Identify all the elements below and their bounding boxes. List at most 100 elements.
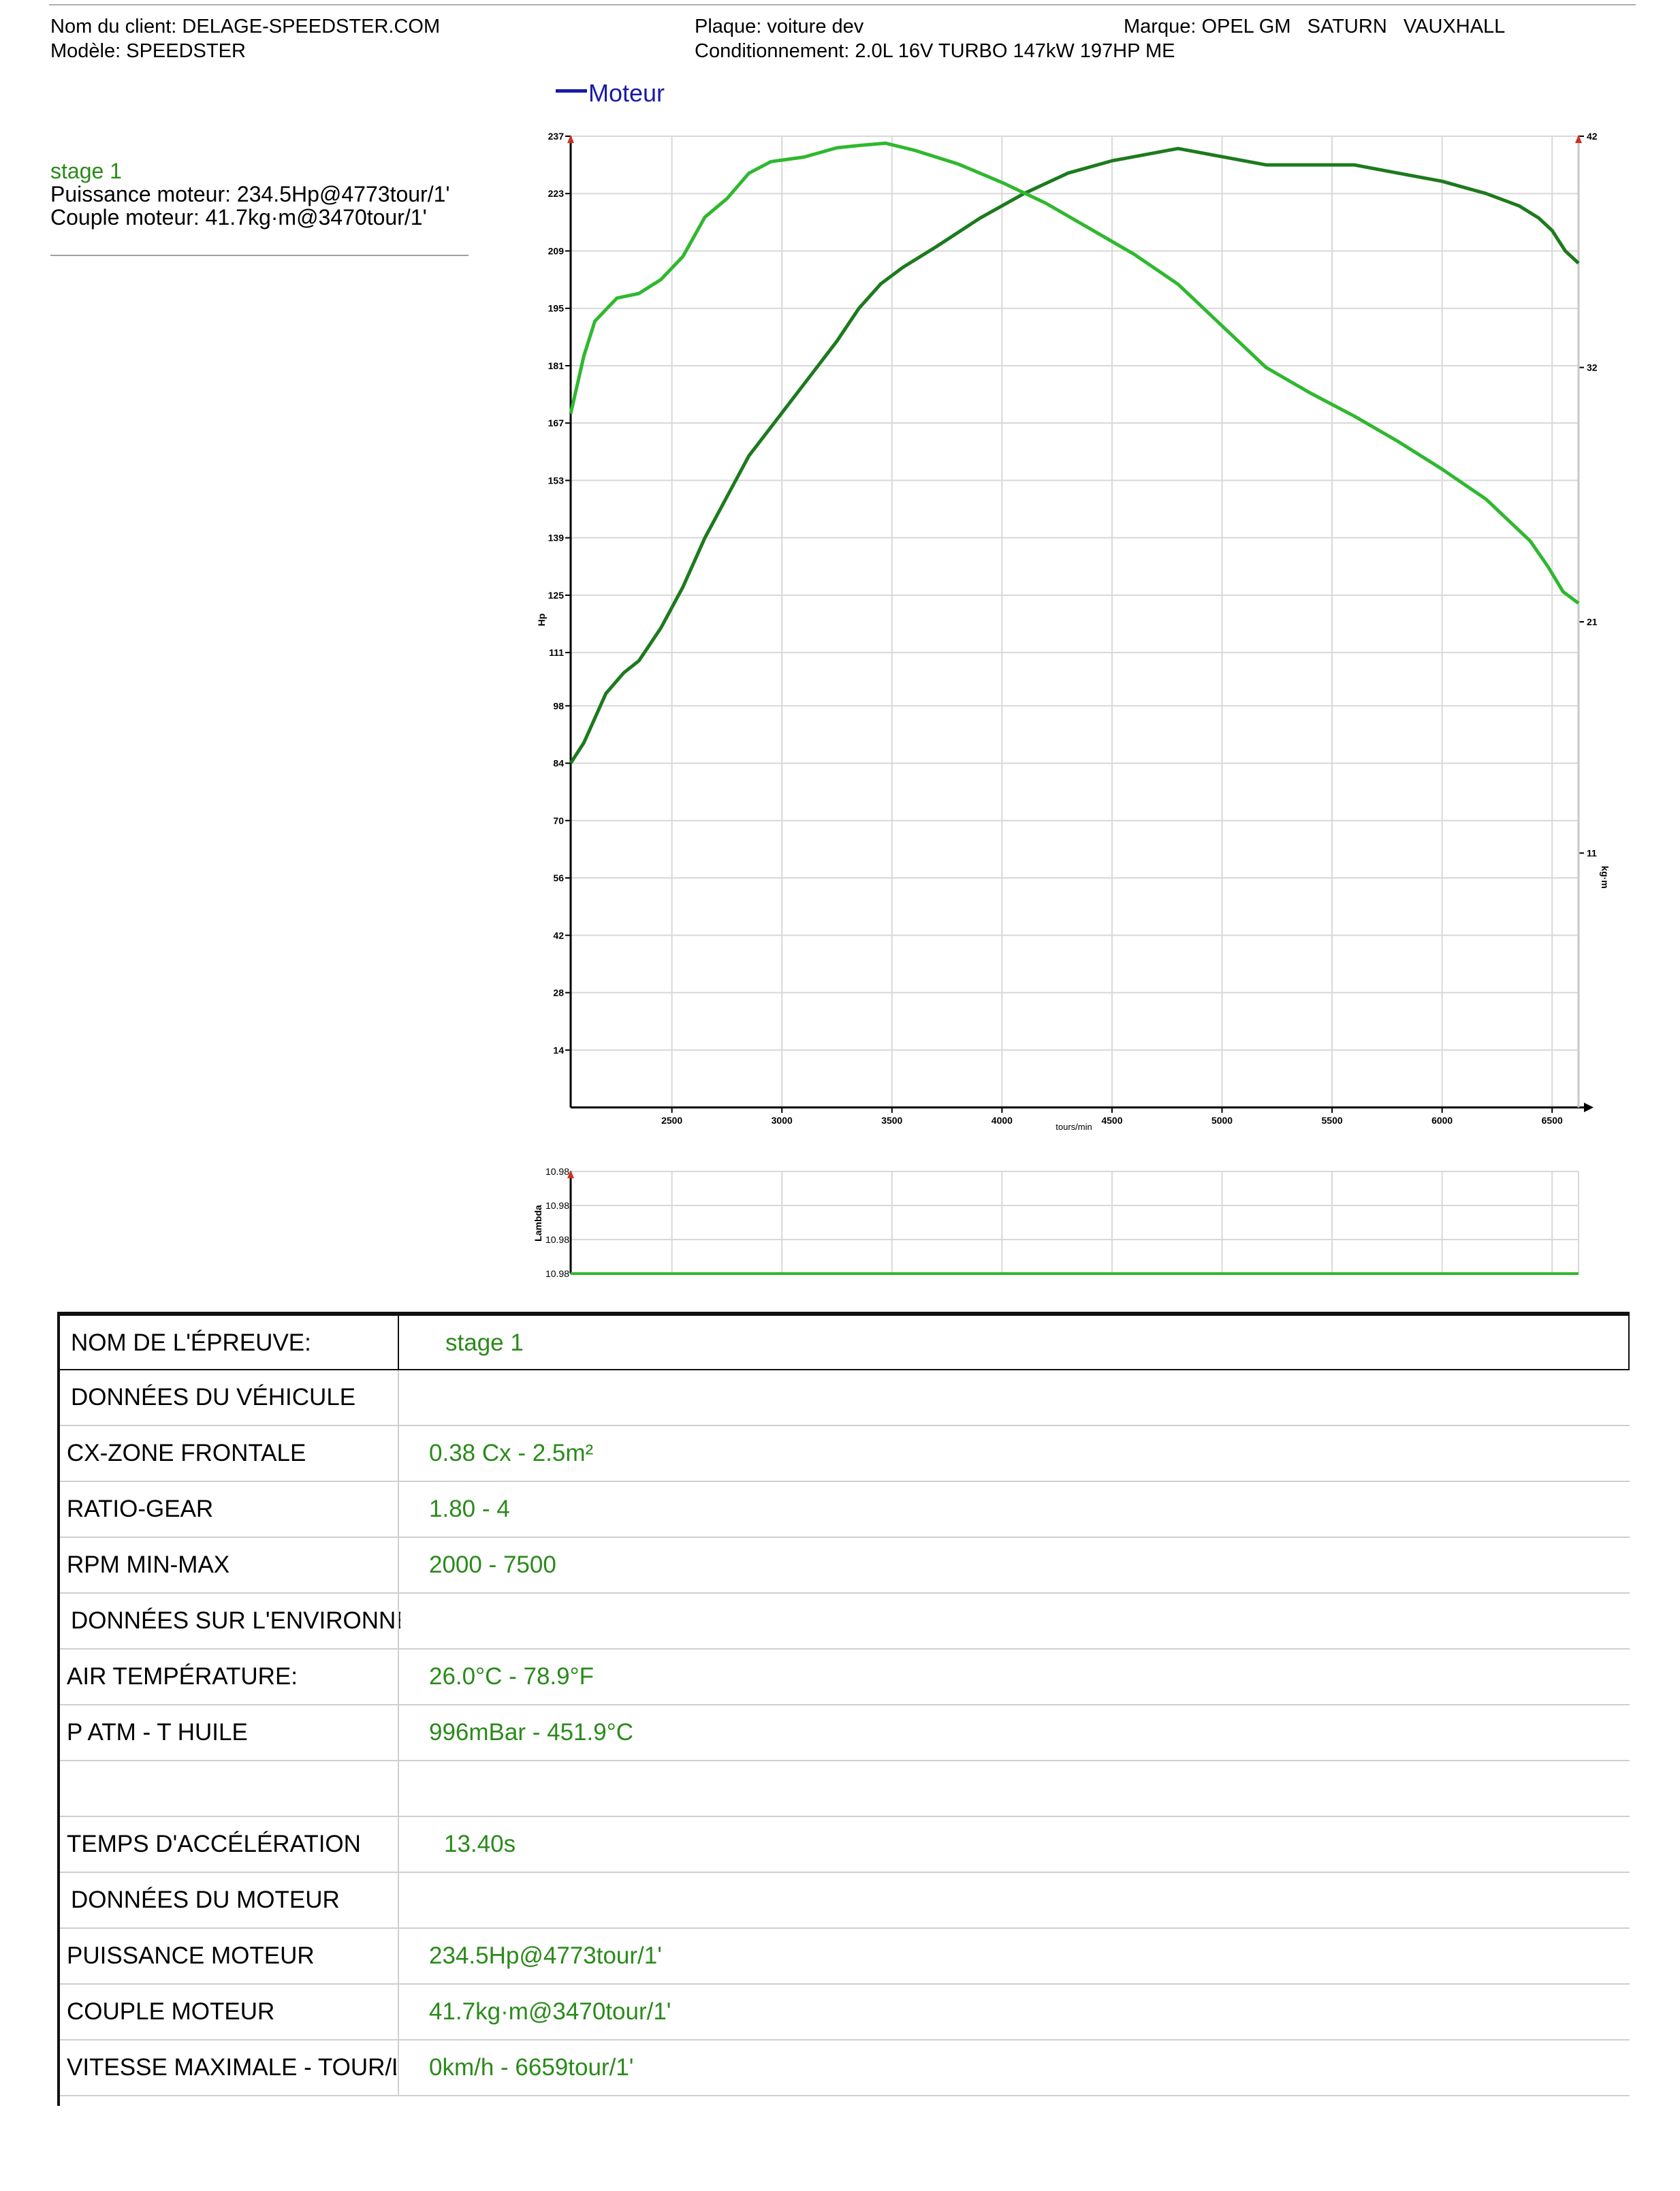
- table-column-divider: [398, 1929, 399, 1983]
- y-tick-label: 139: [548, 533, 565, 543]
- y2-axis-marker: [1575, 135, 1582, 143]
- lambda-tick-label: 10.98: [545, 1234, 569, 1245]
- summary-power: Puissance moteur: 234.5Hp@4773tour/1': [50, 182, 450, 206]
- table-left-border: [57, 1312, 60, 2106]
- x-tick-label: 5500: [1322, 1115, 1343, 1126]
- table-row: DONNÉES SUR L'ENVIRONNEMENT: [60, 1594, 1630, 1650]
- table-column-divider: [398, 1985, 399, 2039]
- y2-tick-label: 11: [1587, 848, 1597, 859]
- table-row: CX-ZONE FRONTALE 0.38 Cx - 2.5m²: [60, 1426, 1630, 1482]
- power-torque-chart: 2500 3000 3500 4000 4500 5000 5500 6000 6500 14 28…: [533, 131, 1611, 1279]
- table-column-divider: [398, 2040, 399, 2095]
- chart-tick-labels: 2500 3000 3500 4000 4500 5000 5500 6000 6500 14 28…: [548, 131, 1598, 1126]
- lambda-tick-labels: 10.98 10.98 10.98 10.98: [545, 1166, 569, 1279]
- table-row: [60, 1761, 1630, 1817]
- table-row-label: DONNÉES DU MOTEUR: [71, 1887, 340, 1913]
- table-row: NOM DE L'ÉPREUVE: stage 1: [60, 1314, 1630, 1370]
- client-name: Nom du client: DELAGE-SPEEDSTER.COM: [50, 16, 441, 37]
- table-column-divider: [398, 1705, 399, 1760]
- y2-axis-label: kg·m: [1600, 866, 1611, 888]
- table-column-divider: [398, 1538, 399, 1592]
- x-axis-arrow: [1584, 1103, 1594, 1112]
- table-row-label: DONNÉES SUR L'ENVIRONNEMENT: [71, 1607, 400, 1634]
- table-row-value: 996mBar - 451.9°C: [429, 1719, 633, 1746]
- y-tick-label: 125: [548, 590, 565, 601]
- x-tick-label: 4000: [992, 1115, 1013, 1126]
- y-axis-marker: [567, 135, 574, 143]
- table-column-divider: [398, 1594, 399, 1648]
- y-axis-label: Hp: [536, 614, 547, 627]
- table-column-divider: [398, 1761, 399, 1816]
- y-tick-label: 223: [548, 188, 565, 199]
- chart-grid: [571, 136, 1579, 1107]
- vehicle-brand: Marque: OPEL GM SATURN VAUXHALL: [1124, 16, 1506, 37]
- table-row-label: COUPLE MOTEUR: [67, 1998, 275, 2025]
- power-curve: [569, 146, 1580, 764]
- x-tick-label: 6000: [1431, 1115, 1453, 1126]
- table-row: PUISSANCE MOTEUR 234.5Hp@4773tour/1': [60, 1929, 1630, 1985]
- y-tick-label: 42: [553, 930, 564, 941]
- chart-axes: [565, 135, 1594, 1113]
- y-tick-label: 167: [548, 417, 565, 428]
- x-tick-label: 3500: [881, 1115, 902, 1126]
- table-row: AIR TEMPÉRATURE: 26.0°C - 78.9°F: [60, 1650, 1630, 1705]
- y-tick-label: 111: [549, 647, 564, 658]
- y-tick-label: 56: [553, 872, 564, 883]
- y-tick-label: 84: [553, 758, 564, 769]
- table-column-divider: [398, 1817, 399, 1872]
- y-tick-label: 28: [553, 988, 564, 998]
- x-tick-label: 4500: [1101, 1115, 1122, 1126]
- y-tick-label: 209: [548, 245, 565, 256]
- y2-tick-label: 21: [1587, 616, 1598, 627]
- table-row-label: CX-ZONE FRONTALE: [67, 1440, 306, 1466]
- chart-legend: Moteur: [556, 79, 665, 108]
- table-row: DONNÉES DU VÉHICULE: [60, 1370, 1630, 1426]
- table-row-label: AIR TEMPÉRATURE:: [67, 1663, 298, 1690]
- lambda-tick-label: 10.98: [545, 1200, 569, 1211]
- x-tick-label: 2500: [661, 1115, 682, 1126]
- lambda-axis-label: Lambda: [533, 1205, 543, 1242]
- table-column-divider: [398, 1482, 399, 1536]
- table-row-value: stage 1: [445, 1329, 524, 1356]
- table-row-label: RATIO-GEAR: [67, 1496, 214, 1522]
- table-row-value: 13.40s: [444, 1831, 516, 1857]
- x-tick-label: 5000: [1211, 1115, 1233, 1126]
- x-axis-label: tours/min: [1056, 1122, 1092, 1132]
- y-tick-label: 70: [553, 815, 564, 826]
- legend-label: Moteur: [588, 79, 665, 107]
- y2-tick-label: 42: [1587, 131, 1598, 142]
- lambda-axis-marker: [567, 1170, 574, 1178]
- lambda-tick-label: 10.98: [545, 1166, 569, 1177]
- table-row: TEMPS D'ACCÉLÉRATION 13.40s: [60, 1817, 1630, 1873]
- table-row-label: [67, 1761, 396, 1816]
- table-row-label: RPM MIN-MAX: [67, 1551, 230, 1578]
- y-tick-label: 98: [553, 700, 564, 711]
- table-row-value: 2000 - 7500: [429, 1551, 556, 1578]
- table-column-divider: [398, 1426, 399, 1481]
- table-row: RATIO-GEAR 1.80 - 4: [60, 1482, 1630, 1538]
- table-column-divider: [398, 1650, 399, 1704]
- summary-torque: Couple moteur: 41.7kg·m@3470tour/1': [50, 205, 427, 230]
- run-title: stage 1: [50, 159, 122, 183]
- header-rule: [49, 4, 1636, 5]
- table-row-label: P ATM - T HUILE: [67, 1719, 248, 1746]
- y-tick-label: 237: [548, 131, 565, 142]
- run-summary: stage 1 Puissance moteur: 234.5Hp@4773to…: [50, 159, 450, 229]
- table-row: DONNÉES DU MOTEUR: [60, 1873, 1630, 1929]
- x-tick-label: 6500: [1542, 1115, 1563, 1126]
- table-row: P ATM - T HUILE 996mBar - 451.9°C: [60, 1705, 1630, 1761]
- x-tick-label: 3000: [772, 1115, 793, 1126]
- table-row-value: 234.5Hp@4773tour/1': [429, 1942, 662, 1969]
- y-tick-label: 14: [553, 1045, 564, 1056]
- table-row-label: DONNÉES DU VÉHICULE: [71, 1384, 356, 1410]
- table-column-divider: [398, 1873, 399, 1927]
- y2-tick-label: 32: [1587, 362, 1598, 373]
- legend-swatch: [556, 89, 587, 93]
- table-top-border: [57, 1312, 1630, 1314]
- table-row-value: 1.80 - 4: [429, 1496, 510, 1522]
- y-tick-label: 181: [548, 360, 565, 371]
- chart-series: [569, 141, 1580, 764]
- table-row-value: 0.38 Cx - 2.5m²: [429, 1440, 594, 1466]
- engine-packaging: Conditionnement: 2.0L 16V TURBO 147kW 19…: [695, 40, 1175, 62]
- summary-rule: [50, 255, 469, 256]
